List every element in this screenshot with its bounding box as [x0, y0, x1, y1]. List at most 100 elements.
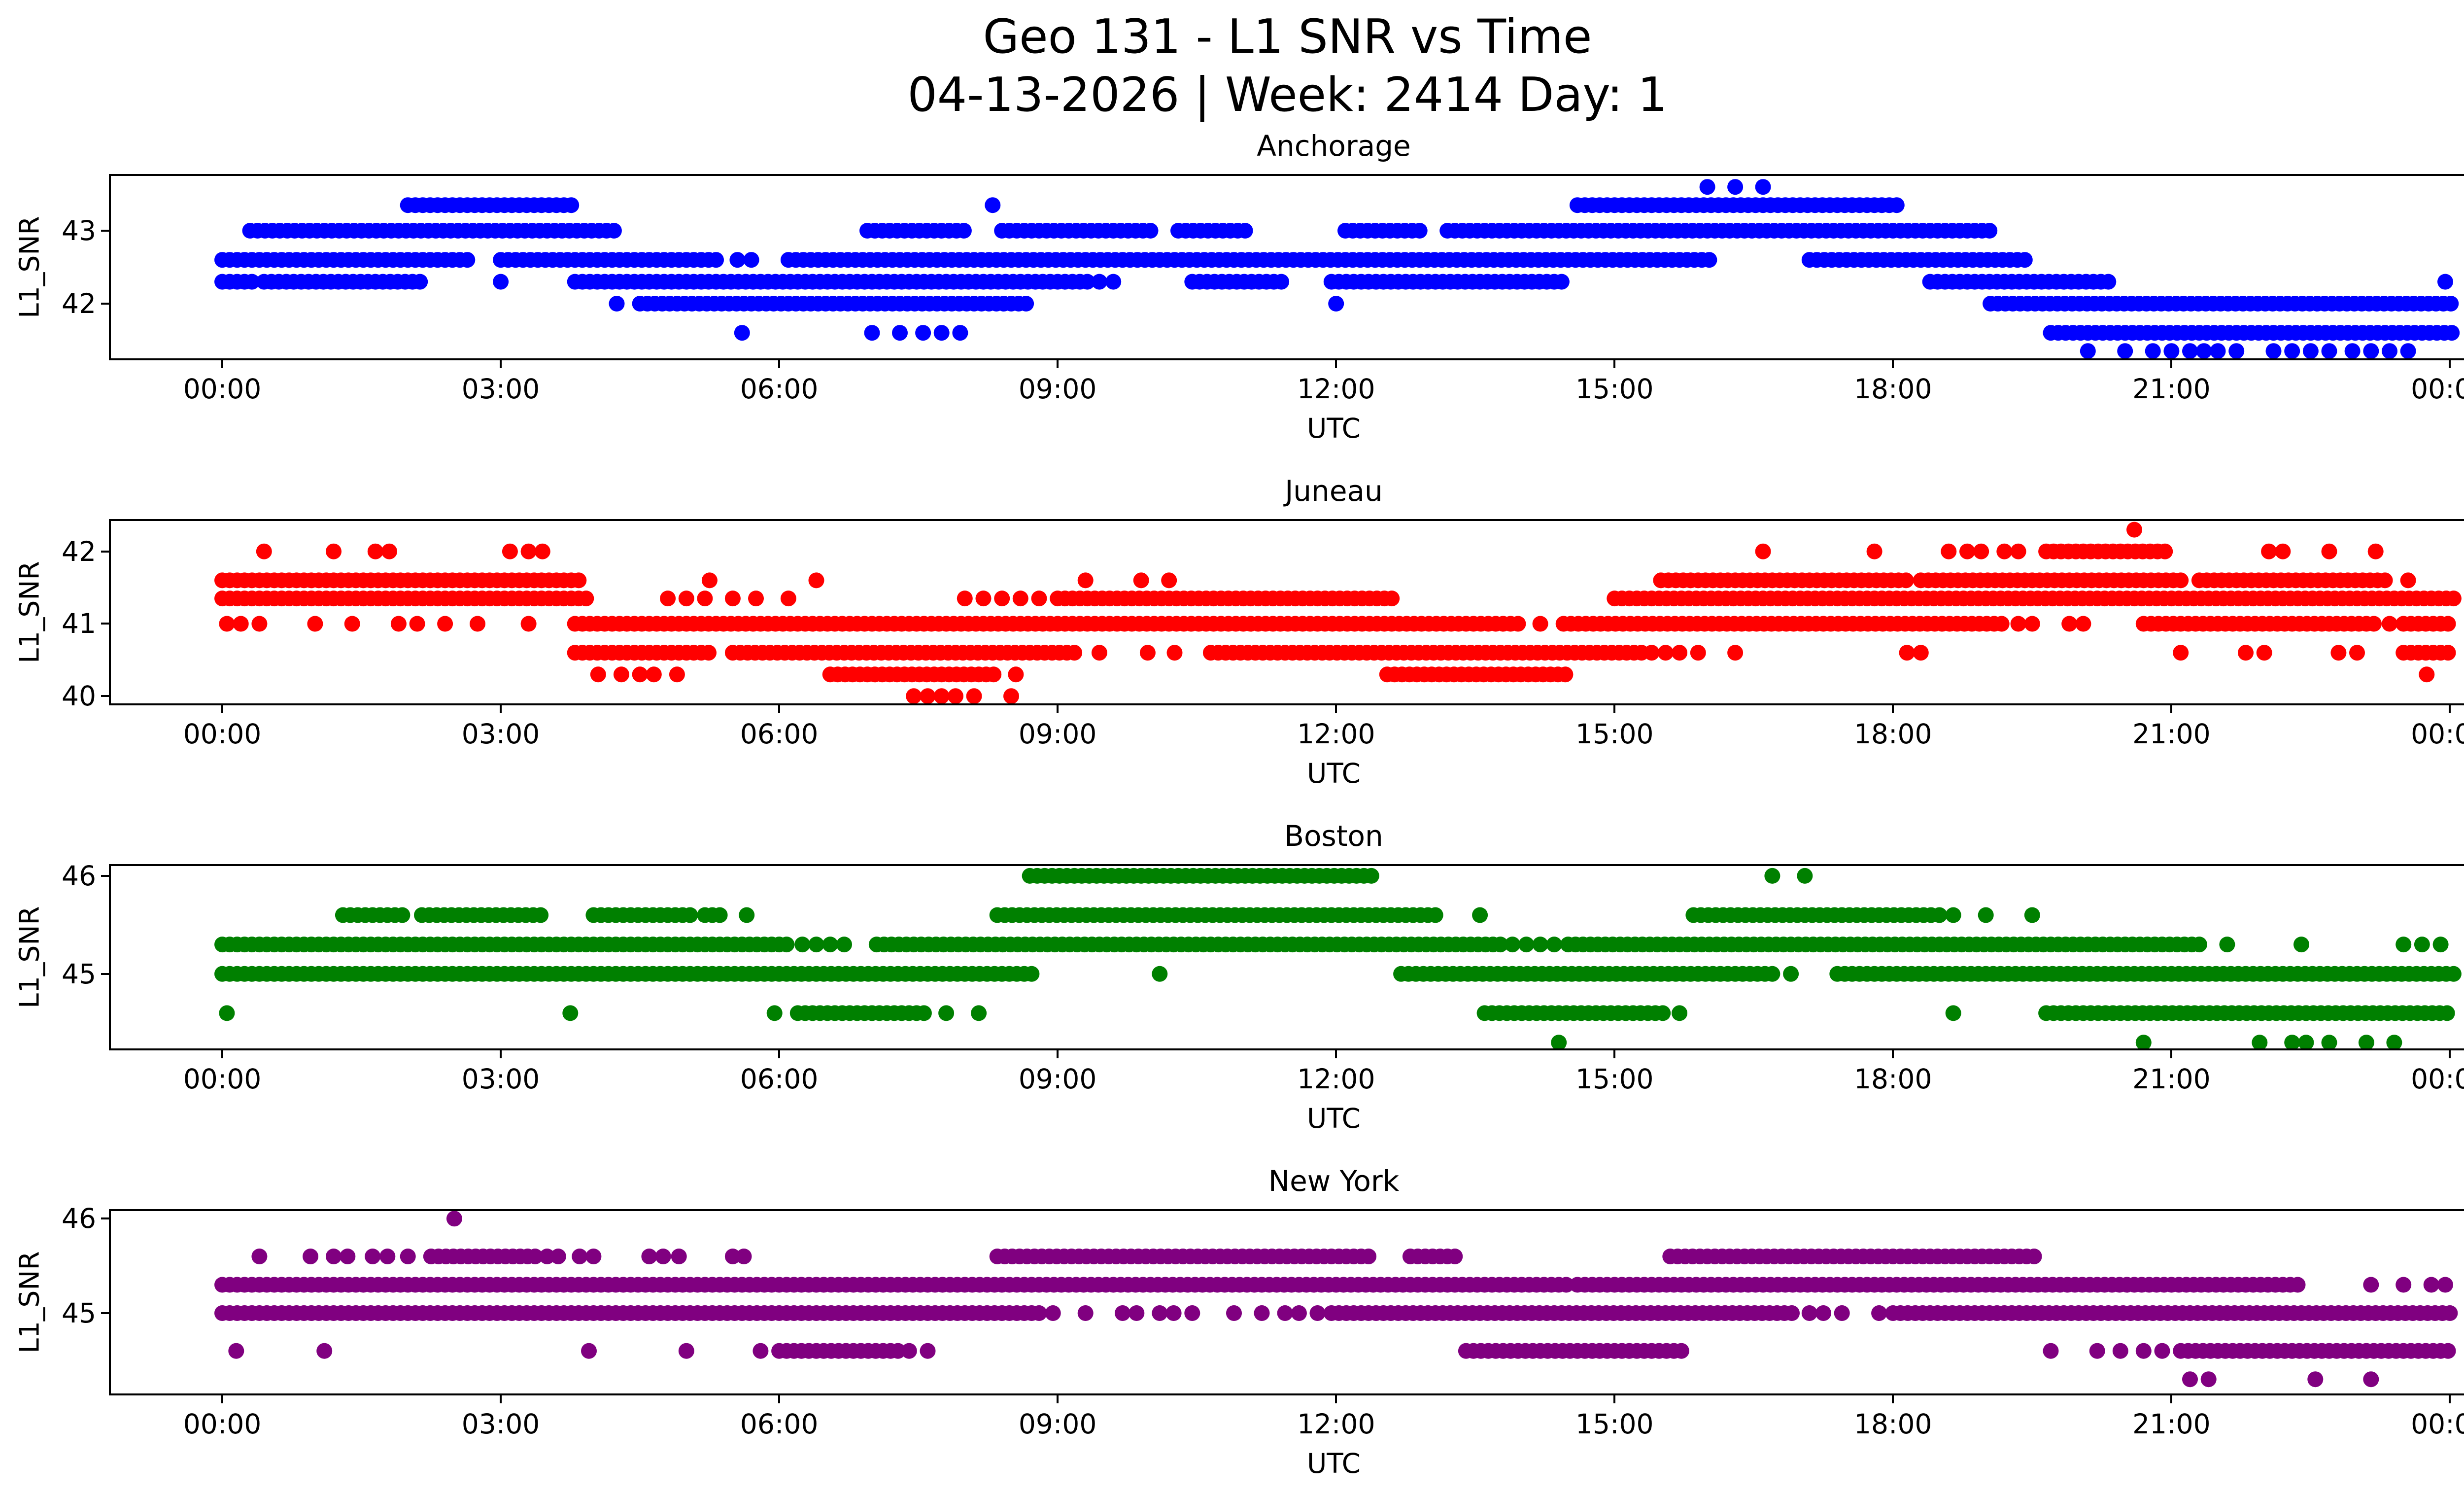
- data-point: [2363, 1277, 2379, 1293]
- x-tick-mark: [500, 360, 502, 368]
- data-point: [1871, 1305, 1887, 1321]
- data-point: [244, 274, 260, 290]
- x-tick-mark: [2449, 705, 2451, 713]
- data-point: [1115, 1305, 1130, 1321]
- x-tick-label: 00:00: [183, 373, 262, 405]
- data-point: [678, 591, 694, 607]
- data-point: [527, 1249, 543, 1264]
- x-tick-label: 06:00: [740, 1063, 819, 1095]
- data-point: [1982, 223, 1998, 239]
- data-point: [2157, 543, 2173, 559]
- x-tick-mark: [1057, 705, 1059, 713]
- x-axis-label-new-york: UTC: [1306, 1448, 1361, 1479]
- data-point: [808, 937, 824, 953]
- data-point: [701, 645, 717, 661]
- data-point: [2440, 616, 2456, 632]
- data-point: [660, 591, 676, 607]
- data-point: [1166, 645, 1183, 661]
- data-point: [743, 252, 759, 268]
- data-point: [1091, 645, 1107, 661]
- y-axis-label-new-york: L1_SNR: [13, 1251, 45, 1354]
- data-point: [251, 616, 268, 632]
- data-point: [2182, 1371, 2198, 1388]
- data-point: [2126, 522, 2142, 538]
- data-point: [1673, 1343, 1689, 1359]
- data-point: [2396, 1277, 2412, 1293]
- subplot-title-new-york: New York: [1268, 1164, 1400, 1198]
- data-point: [1273, 274, 1290, 290]
- data-point: [2010, 616, 2026, 632]
- y-axis-label-boston: L1_SNR: [13, 906, 45, 1008]
- data-point: [1226, 1305, 1242, 1321]
- data-point: [2344, 343, 2361, 358]
- data-point: [985, 197, 1001, 213]
- y-tick-mark: [101, 695, 109, 697]
- data-point: [701, 572, 718, 589]
- x-tick-mark: [778, 705, 781, 713]
- data-point: [2043, 1343, 2059, 1359]
- data-point: [585, 1249, 602, 1264]
- x-tick-mark: [221, 360, 224, 368]
- x-tick-label: 06:00: [740, 373, 819, 405]
- data-point: [2400, 572, 2416, 589]
- data-point: [437, 616, 453, 632]
- x-tick-mark: [2170, 705, 2173, 713]
- data-point: [1797, 868, 1813, 884]
- data-point: [655, 1249, 671, 1264]
- x-tick-label: 15:00: [1575, 1063, 1654, 1095]
- data-point: [641, 1249, 657, 1264]
- data-point: [975, 591, 992, 607]
- data-point: [669, 666, 685, 683]
- x-tick-mark: [221, 705, 224, 713]
- data-point: [682, 907, 698, 923]
- data-point: [1672, 645, 1688, 661]
- data-point: [1978, 907, 1994, 923]
- x-tick-label: 15:00: [1575, 718, 1654, 750]
- data-point: [712, 907, 728, 923]
- x-tick-mark: [1335, 1395, 1337, 1403]
- data-point: [590, 666, 606, 683]
- x-tick-mark: [778, 1395, 781, 1403]
- data-point: [808, 572, 824, 589]
- data-point: [1133, 572, 1149, 589]
- data-point: [409, 616, 425, 632]
- data-point: [2191, 937, 2207, 953]
- x-tick-mark: [500, 705, 502, 713]
- data-point: [1003, 688, 1019, 703]
- data-point: [2219, 937, 2235, 953]
- data-point: [1139, 645, 1156, 661]
- data-point: [2182, 343, 2198, 358]
- x-axis-label-juneau: UTC: [1306, 758, 1361, 789]
- data-point: [1018, 296, 1034, 312]
- x-tick-label: 09:00: [1018, 718, 1097, 750]
- x-tick-mark: [1057, 360, 1059, 368]
- data-point: [971, 1005, 987, 1021]
- data-point: [1142, 223, 1159, 239]
- data-point: [2440, 1343, 2456, 1359]
- data-point: [581, 1343, 597, 1359]
- data-point: [2382, 616, 2397, 632]
- data-point: [2026, 1249, 2042, 1264]
- x-tick-label: 00:00: [2411, 1408, 2464, 1440]
- x-tick-label: 12:00: [1297, 373, 1375, 405]
- data-point: [933, 688, 950, 703]
- data-point: [2414, 937, 2430, 953]
- data-point: [2363, 1371, 2379, 1388]
- data-point: [736, 1249, 752, 1264]
- data-point: [493, 274, 509, 290]
- y-tick-label: 41: [62, 608, 96, 640]
- data-point: [2363, 343, 2379, 358]
- data-point: [1254, 1305, 1270, 1321]
- data-point: [256, 543, 272, 559]
- data-point: [1091, 274, 1107, 290]
- data-point: [836, 937, 852, 953]
- data-point: [390, 616, 407, 632]
- data-point: [2173, 572, 2189, 589]
- data-point: [1129, 1305, 1145, 1321]
- data-point: [1898, 572, 1914, 589]
- data-point: [2432, 937, 2449, 953]
- data-point: [2196, 343, 2212, 358]
- data-point: [1993, 616, 2010, 632]
- x-tick-label: 03:00: [461, 373, 540, 405]
- x-tick-label: 12:00: [1297, 718, 1375, 750]
